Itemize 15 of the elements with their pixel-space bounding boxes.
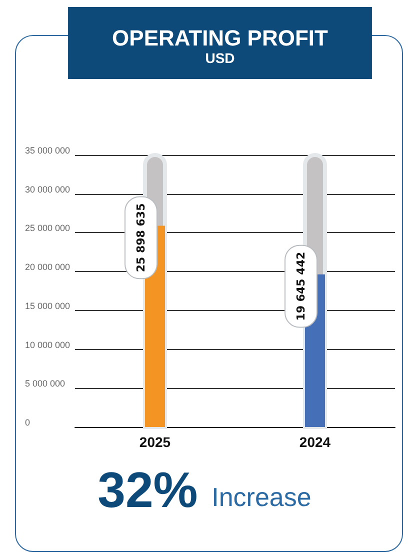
chart-title: OPERATING PROFIT [112, 26, 329, 50]
y-tick-label: 30 000 000 [25, 184, 70, 194]
data-label: 25 898 635 [134, 203, 148, 272]
y-tick-label: 20 000 000 [25, 262, 70, 272]
y-tick-label: 5 000 000 [25, 378, 66, 389]
text: 32% Increase [98, 462, 312, 518]
y-tick-label: 25 000 000 [25, 223, 70, 234]
y-tick-label: 0 [25, 418, 30, 428]
chart-subtitle: USD [205, 50, 235, 66]
data-label: 19 645 442 [294, 252, 308, 321]
y-tick-label: 15 000 000 [25, 300, 70, 311]
x-tick-label: 2025 [139, 434, 171, 450]
y-tick-label: 10 000 000 [25, 340, 70, 350]
x-tick-label: 2024 [299, 434, 331, 450]
y-tick-label: 35 000 000 [25, 146, 70, 156]
